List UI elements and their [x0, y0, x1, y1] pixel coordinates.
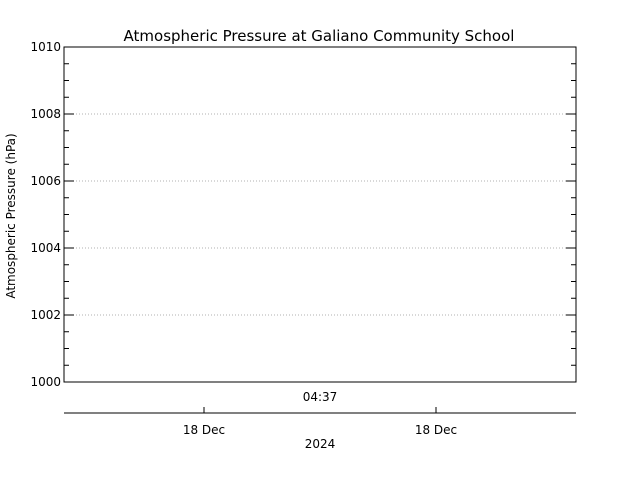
y-axis-label: Atmospheric Pressure (hPa) — [4, 133, 18, 298]
chart-title: Atmospheric Pressure at Galiano Communit… — [124, 27, 515, 45]
y-tick-label: 1000 — [30, 375, 61, 389]
y-tick-label: 1008 — [30, 107, 61, 121]
y-axis-ticks — [64, 46, 576, 383]
x-time-tick-label: 04:37 — [303, 390, 338, 404]
y-tick-label: 1004 — [30, 241, 61, 255]
y-tick-label: 1002 — [30, 308, 61, 322]
y-tick-label: 1010 — [30, 40, 61, 54]
x-date-tick-label: 18 Dec — [415, 423, 457, 437]
x-date-tick-label: 18 Dec — [183, 423, 225, 437]
plot-frame — [63, 46, 577, 383]
y-axis-tick-labels: 1000 1002 1004 1006 1008 1010 — [30, 40, 61, 389]
grid-lines — [64, 113, 576, 316]
y-tick-label: 1006 — [30, 174, 61, 188]
x-axis-year-label: 2024 — [305, 437, 336, 451]
